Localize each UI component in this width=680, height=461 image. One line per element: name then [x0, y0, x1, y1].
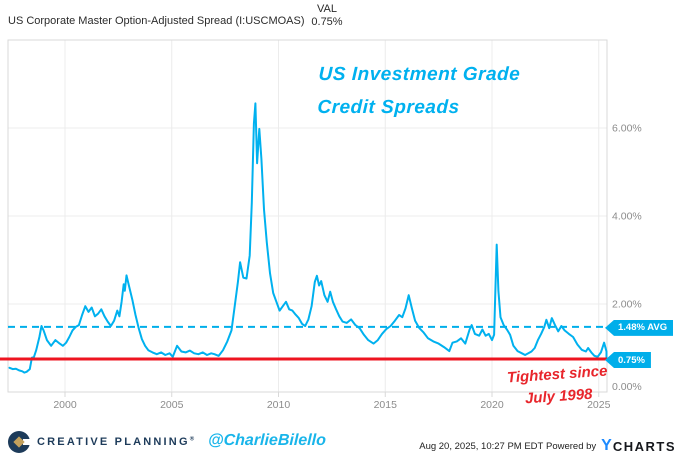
tightest-note: Tightest since July 1998: [497, 360, 620, 412]
spread-series-line: [8, 102, 608, 374]
current-value-badge: 0.75%: [605, 352, 651, 368]
footer-bar: CREATIVE PLANNING® @CharlieBilello Aug 2…: [0, 425, 680, 461]
ycharts-wordmark: CHARTS: [612, 438, 676, 454]
powered-by-label: Powered by: [545, 440, 597, 452]
x-axis-label: 2005: [160, 399, 184, 411]
x-axis-label: 2015: [374, 399, 398, 411]
x-axis-label: 2000: [53, 399, 77, 411]
y-axis-label: 6.00%: [612, 123, 642, 135]
creative-planning-logo-icon: [8, 431, 30, 453]
creative-planning-wordmark: CREATIVE PLANNING®: [37, 436, 194, 448]
x-axis-label: 2025: [587, 399, 611, 411]
y-axis-label: 4.00%: [612, 211, 642, 223]
x-axis-label: 2010: [267, 399, 291, 411]
plot-border: [7, 39, 608, 393]
val-column: VAL 0.75%: [298, 3, 356, 28]
ycharts-logo-link[interactable]: Y CHARTS: [601, 437, 676, 455]
val-column-header: VAL: [317, 3, 337, 15]
ycharts-y-icon: Y: [601, 437, 612, 454]
val-current-value: 0.75%: [311, 16, 343, 28]
logo-c-notch: [23, 439, 30, 445]
avg-value-badge: 1.48% AVG: [605, 319, 674, 336]
twitter-handle-link[interactable]: @CharlieBilello: [207, 432, 327, 449]
y-axis-label: 0.00%: [612, 381, 642, 393]
annotation-line2: Credit Spreads: [317, 97, 460, 119]
timestamp: Aug 20, 2025, 10:27 PM EDT: [419, 440, 544, 452]
y-axis-label: 2.00%: [612, 299, 642, 311]
brand-text: CREATIVE PLANNING: [37, 436, 190, 448]
brand-trademark: ®: [189, 436, 195, 443]
timestamp-text: Aug 20, 2025, 10:27 PM EDT Powered by: [419, 441, 596, 452]
series-title: US Corporate Master Option-Adjusted Spre…: [8, 15, 305, 27]
chart-annotation: US Investment Grade Credit Spreads: [317, 58, 521, 125]
x-axis-label: 2020: [480, 399, 504, 411]
annotation-line1: US Investment Grade: [318, 64, 521, 85]
